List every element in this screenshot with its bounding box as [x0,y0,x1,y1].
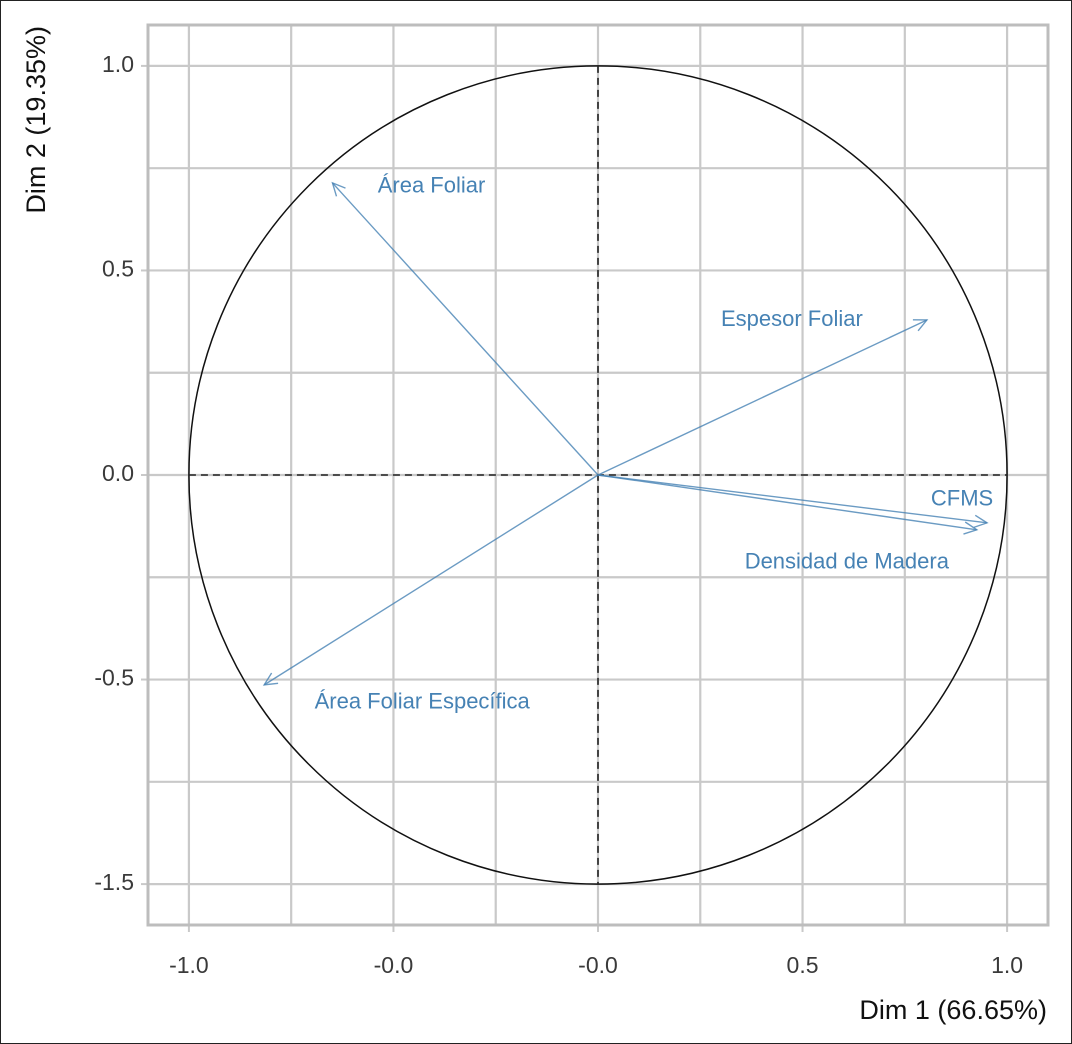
arrow-head [973,514,989,529]
variable-arrow [263,474,599,686]
variable-arrow [597,319,928,476]
arrow-head [912,319,929,332]
panel-border [146,23,1050,927]
x-tick-label: 1.0 [991,952,1023,978]
variable-arrow [597,474,988,524]
y-tick-label: 0.0 [102,460,134,486]
y-tick-label: 0.5 [102,256,134,282]
x-tick-label: -0.0 [374,952,414,978]
x-tick-label: -0.0 [578,952,618,978]
y-tick-label: -1.5 [94,869,134,895]
variable-label: Área Foliar [378,173,486,198]
x-tick-label: -1.0 [169,952,209,978]
variable-arrow [331,182,599,476]
x-axis-title: Dim 1 (66.65%) [859,995,1047,1025]
variable-label: Densidad de Madera [745,549,950,574]
x-tick-label: 0.5 [787,952,819,978]
y-axis-title: Dim 2 (19.35%) [21,26,51,214]
arrow-head [963,521,979,535]
variable-label: CFMS [931,486,993,511]
arrow-head [331,181,346,197]
variable-label: Área Foliar Específica [315,689,531,714]
y-tick-label: -0.5 [94,665,134,691]
variable-label: Espesor Foliar [721,306,863,331]
arrow-head [262,672,279,686]
y-tick-label: 1.0 [102,51,134,77]
variable-arrow [597,474,977,531]
